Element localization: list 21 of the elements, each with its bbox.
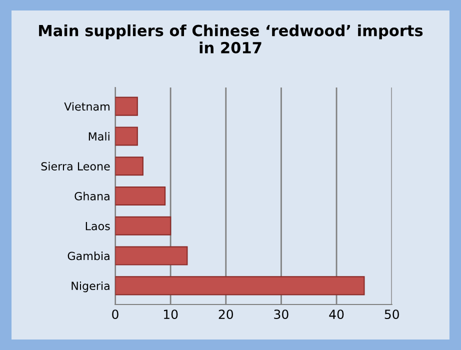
bar [115, 276, 365, 296]
bar [115, 126, 138, 146]
x-tick-label: 10 [164, 310, 178, 320]
y-tick-label: Mali [88, 132, 110, 141]
y-tick-label: Ghana [74, 192, 110, 200]
y-tick-label: Gambia [68, 252, 110, 260]
y-tick-label: Vietnam [64, 102, 110, 111]
chart-title: Main suppliers of Chinese ‘redwood’ imports in 2017 [39, 24, 423, 54]
bar [115, 216, 172, 236]
x-tick-label: 40 [329, 310, 344, 320]
bar [115, 96, 138, 116]
y-tick-label: Nigeria [72, 281, 110, 292]
bar [115, 186, 166, 206]
x-tick-label: 50 [384, 310, 399, 320]
x-tick-label: 20 [218, 310, 234, 320]
bar [115, 156, 144, 176]
bar [115, 246, 188, 266]
y-tick-label: Laos [86, 222, 110, 230]
x-tick-label: 30 [274, 310, 288, 320]
y-tick-label: Sierra Leone [41, 162, 110, 170]
x-tick-label: 0 [112, 310, 118, 320]
